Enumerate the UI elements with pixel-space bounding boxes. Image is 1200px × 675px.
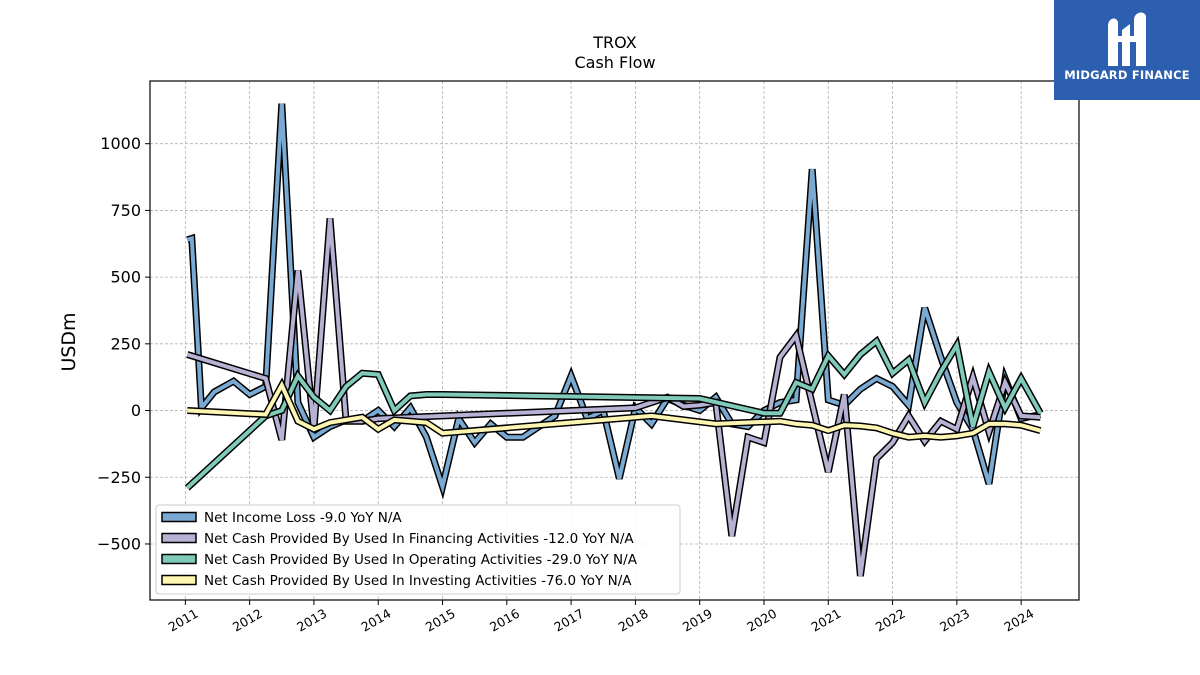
y-tick-label: 0	[131, 401, 141, 420]
series-stroke	[187, 380, 1041, 440]
y-tick-label: 750	[110, 201, 141, 220]
chart-subtitle: Cash Flow	[574, 53, 655, 72]
series-stroke	[185, 338, 1043, 490]
chart-title: TROX	[592, 33, 636, 52]
legend: Net Income Loss -9.0 YoY N/A Net Cash Pro…	[155, 504, 681, 595]
y-tick-label: 500	[110, 268, 141, 287]
series-lines	[184, 103, 1044, 577]
series-stroke	[186, 218, 1041, 577]
legend-entry: Net Cash Provided By Used In Operating A…	[204, 552, 638, 568]
y-tick-label: 250	[110, 334, 141, 353]
y-tick-label: −250	[97, 468, 141, 487]
legend-entry: Net Cash Provided By Used In Financing A…	[204, 531, 634, 547]
midgard-finance-logo: MIDGARD FINANCE	[1054, 0, 1200, 100]
plot-frame	[149, 80, 1080, 601]
series-line-3	[184, 335, 1044, 491]
legend-swatch	[161, 532, 197, 544]
legend-swatch	[161, 511, 197, 523]
legend-swatch	[161, 553, 197, 565]
logo-text: MIDGARD FINANCE	[1064, 68, 1190, 82]
series-line-4	[187, 377, 1042, 441]
legend-box	[155, 504, 681, 595]
logo-mark-icon	[1108, 12, 1146, 66]
y-tick-label: −500	[97, 534, 141, 553]
y-axis-ticks: −500 −250 0 250 500 750 1000	[97, 134, 150, 553]
legend-entry: Net Income Loss -9.0 YoY N/A	[204, 510, 402, 526]
legend-swatch	[161, 574, 197, 586]
legend-entry: Net Cash Provided By Used In Investing A…	[204, 573, 632, 589]
y-axis-label: USDm	[58, 312, 80, 371]
y-tick-label: 1000	[100, 134, 141, 153]
series-line-2	[186, 218, 1041, 577]
